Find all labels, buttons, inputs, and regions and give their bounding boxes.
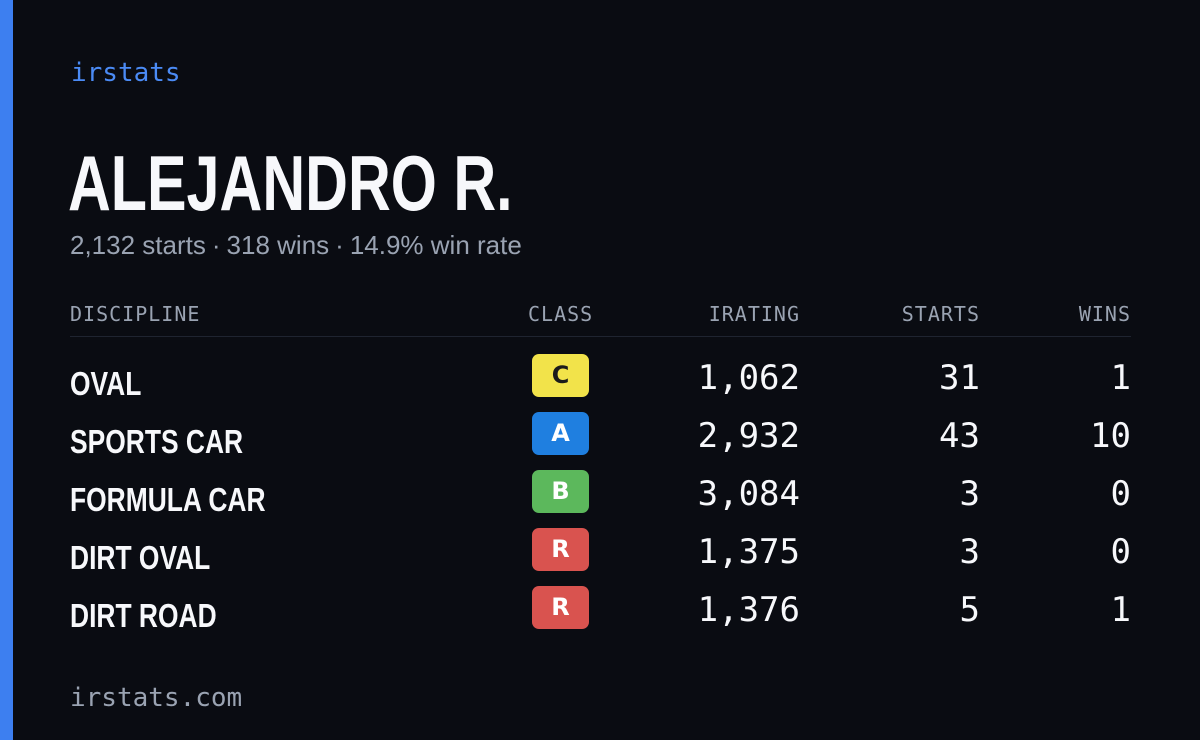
header-starts: STARTS <box>901 302 980 326</box>
class-badge: A <box>532 412 589 455</box>
discipline-name: SPORTS CAR <box>70 423 244 460</box>
starts-value: 43 <box>939 416 980 456</box>
irating-value: 1,062 <box>697 358 800 398</box>
player-name: ALEJANDRO R. <box>68 139 513 227</box>
header-wins: WINS <box>1078 302 1131 326</box>
header-discipline: DISCIPLINE <box>70 302 201 326</box>
starts-value: 3 <box>959 532 980 572</box>
table-row: FORMULA CAR B 3,084 3 0 <box>70 470 1131 528</box>
starts-summary: 2,132 starts <box>70 230 206 260</box>
irating-value: 3,084 <box>697 474 800 514</box>
table-row: SPORTS CAR A 2,932 43 10 <box>70 412 1131 470</box>
irating-value: 2,932 <box>697 416 800 456</box>
wins-value: 1 <box>1110 590 1131 630</box>
summary-separator: · <box>335 230 344 260</box>
accent-bar <box>0 0 13 740</box>
player-summary: 2,132 starts · 318 wins · 14.9% win rate <box>70 228 522 262</box>
table-header: DISCIPLINE CLASS IRATING STARTS WINS <box>70 300 1131 328</box>
irating-value: 1,375 <box>697 532 800 572</box>
irating-value: 1,376 <box>697 590 800 630</box>
table-row: OVAL C 1,062 31 1 <box>70 354 1131 412</box>
class-badge: R <box>532 528 589 571</box>
wins-value: 1 <box>1110 358 1131 398</box>
brand-logo[interactable]: irstats <box>71 58 181 88</box>
header-irating: IRATING <box>708 302 800 326</box>
wins-value: 0 <box>1110 532 1131 572</box>
class-badge: B <box>532 470 589 513</box>
class-badge: C <box>532 354 589 397</box>
summary-separator: · <box>211 230 221 260</box>
class-badge: R <box>532 586 589 629</box>
wins-value: 0 <box>1110 474 1131 514</box>
winrate-summary: 14.9% win rate <box>349 230 522 260</box>
table-row: DIRT OVAL R 1,375 3 0 <box>70 528 1131 586</box>
discipline-name: FORMULA CAR <box>70 481 266 518</box>
footer-url[interactable]: irstats.com <box>70 683 243 713</box>
table-row: DIRT ROAD R 1,376 5 1 <box>70 586 1131 644</box>
starts-value: 31 <box>939 358 980 398</box>
header-class: CLASS <box>528 302 594 326</box>
discipline-name: DIRT OVAL <box>70 539 211 576</box>
starts-value: 5 <box>959 590 980 630</box>
starts-value: 3 <box>959 474 980 514</box>
wins-summary: 318 wins <box>226 230 330 260</box>
wins-value: 10 <box>1090 416 1131 456</box>
discipline-name: DIRT ROAD <box>70 597 217 634</box>
discipline-name: OVAL <box>70 365 142 402</box>
header-divider <box>70 336 1131 337</box>
